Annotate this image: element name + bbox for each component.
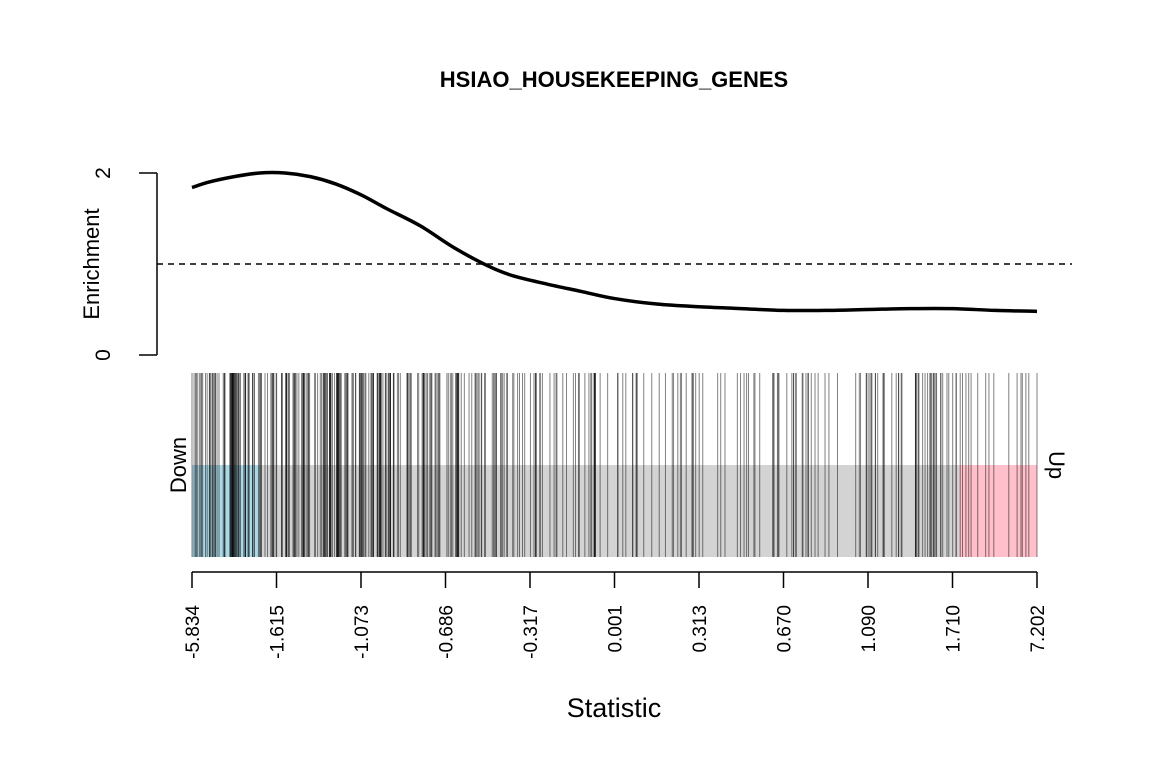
y-tick-label-2: 2 <box>92 167 115 179</box>
enrichment-curve <box>191 170 1038 314</box>
barcode-up-region <box>959 465 1037 557</box>
x-tick-label: -0.686 <box>437 605 458 659</box>
x-tick-label: 0.670 <box>775 605 796 653</box>
x-axis: -5.834 -1.615 -1.073 -0.686 -0.317 0.001 0.313… <box>183 571 1049 659</box>
x-tick-label: -0.317 <box>521 605 542 659</box>
x-tick-label: -5.834 <box>183 605 204 659</box>
x-axis-label: Statistic <box>567 693 662 723</box>
y-tick-label-0: 0 <box>92 349 115 361</box>
barcode-ticks <box>191 373 1038 557</box>
x-tick-label: 1.090 <box>859 605 880 653</box>
x-tick-label: -1.073 <box>352 605 373 659</box>
up-label: Up <box>1044 451 1069 479</box>
x-tick-label: 0.001 <box>606 605 627 653</box>
down-label: Down <box>166 437 191 493</box>
enrichment-panel: 0 2 Enrichment <box>79 167 1072 361</box>
y-axis-label: Enrichment <box>79 208 104 319</box>
x-tick-label: 7.202 <box>1028 605 1049 653</box>
x-tick-label: 1.710 <box>944 605 965 653</box>
x-tick-label: -1.615 <box>268 605 289 659</box>
barcode-middle-region <box>192 465 1037 557</box>
chart-title: HSIAO_HOUSEKEEPING_GENES <box>440 67 788 92</box>
x-tick-label: 0.313 <box>690 605 711 653</box>
barcode-panel: Down Up <box>166 373 1069 557</box>
